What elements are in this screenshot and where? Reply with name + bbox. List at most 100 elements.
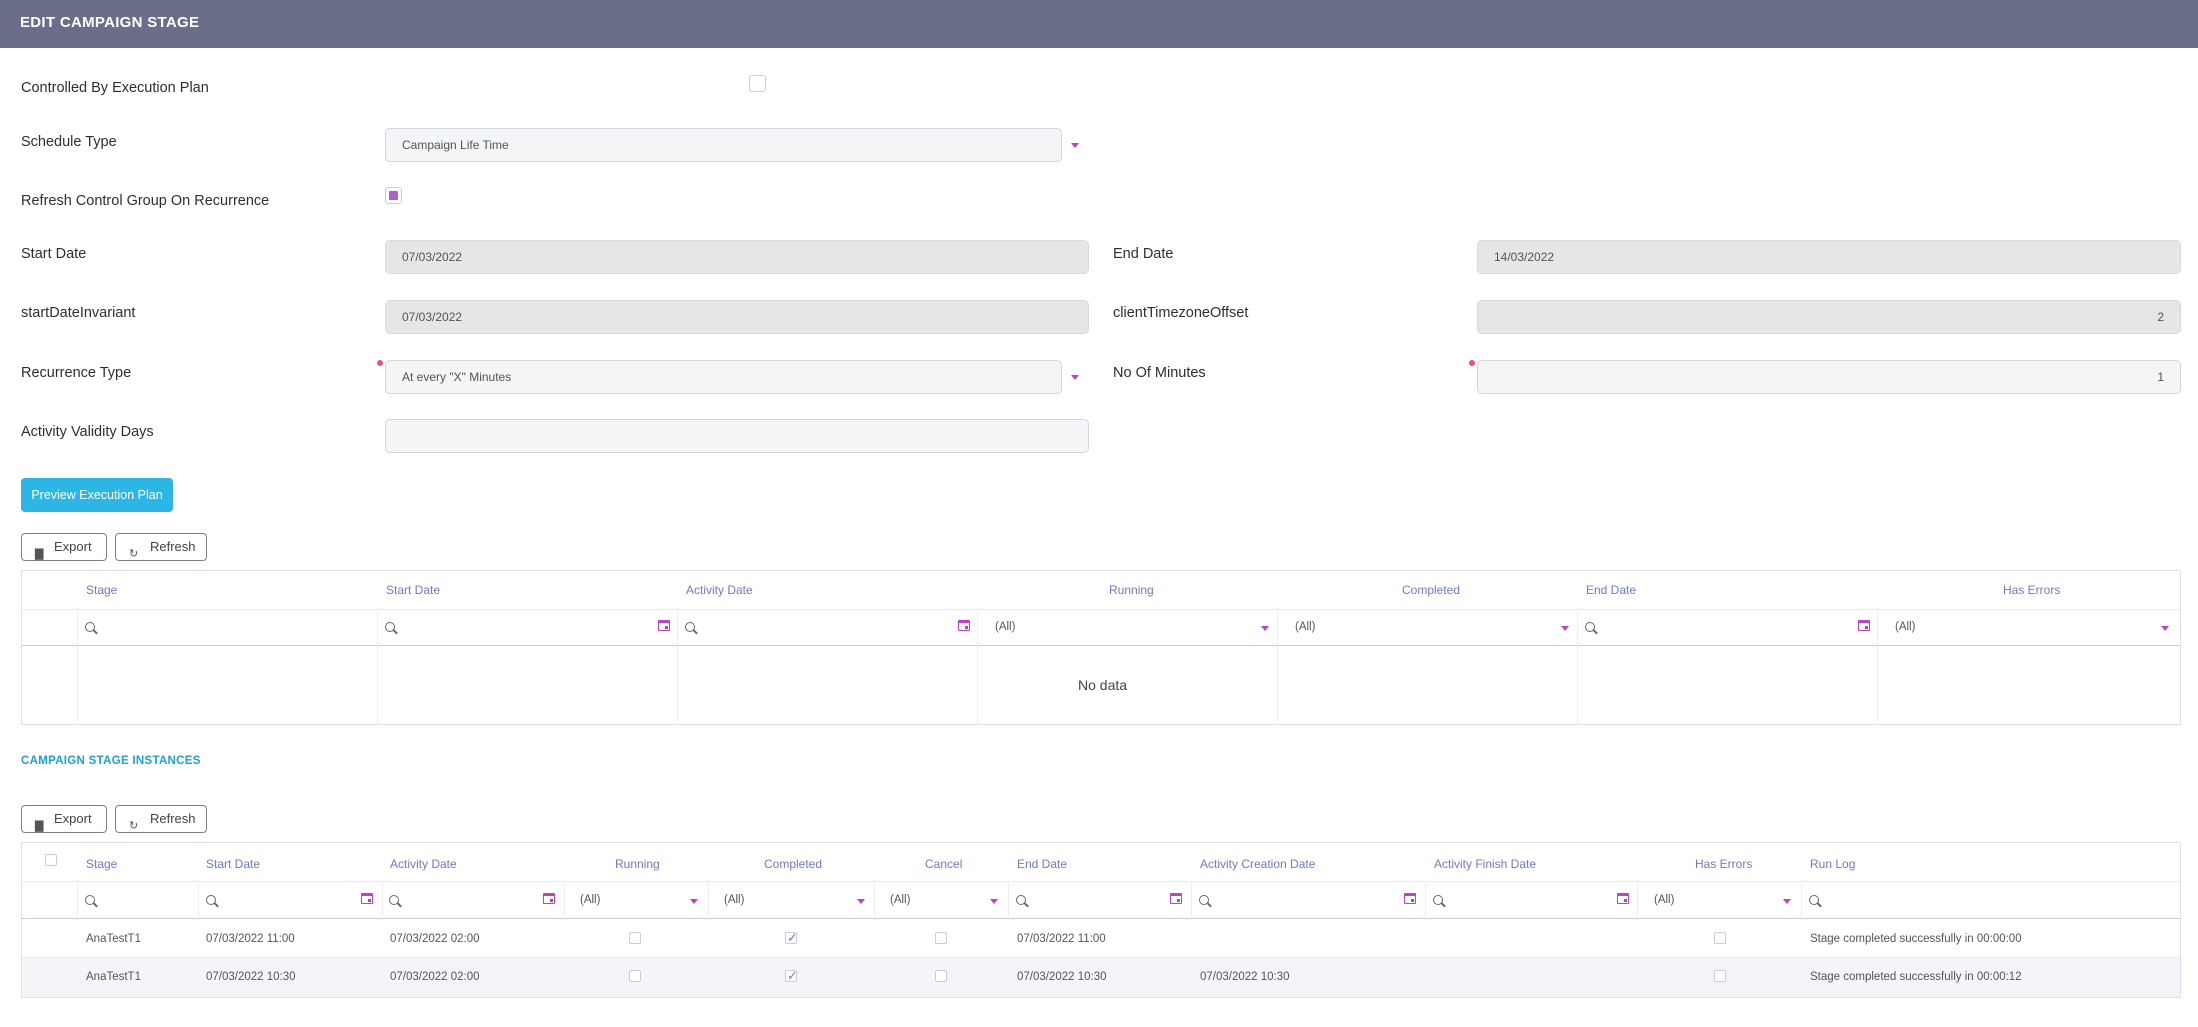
controlled-by-execution-plan-label: Controlled By Execution Plan: [21, 80, 209, 96]
cell-run-log: Stage completed successfully in 00:00:00: [1810, 933, 2022, 945]
cancel-filter[interactable]: (All): [890, 894, 911, 906]
client-timezone-offset-field: 2: [1477, 300, 2181, 334]
cell-activity-date: 07/03/2022 02:00: [390, 933, 480, 945]
run-log-filter-search-icon[interactable]: [1809, 895, 1821, 907]
export-button[interactable]: ▇ Export: [21, 533, 107, 561]
completed-filter-chevron-down-icon[interactable]: [1561, 626, 1569, 631]
end-date-field: 14/03/2022: [1477, 240, 2181, 274]
cell-stage: AnaTestT1: [86, 971, 141, 983]
end-date-filter-search-icon[interactable]: [1016, 895, 1028, 907]
cell-running-checkbox: [629, 932, 641, 944]
has-errors-filter[interactable]: (All): [1895, 621, 1916, 633]
recurrence-type-select[interactable]: At every "X" Minutes: [385, 360, 1062, 394]
running-filter-chevron-down-icon[interactable]: [1261, 626, 1269, 631]
campaign-stage-instances-title: CAMPAIGN STAGE INSTANCES: [21, 755, 201, 767]
cell-activity-date: 07/03/2022 02:00: [390, 971, 480, 983]
stage-filter-search-icon[interactable]: [85, 895, 97, 907]
no-data-message: No data: [1078, 677, 1128, 693]
page-title: EDIT CAMPAIGN STAGE: [20, 14, 200, 31]
table-row[interactable]: [22, 920, 2180, 958]
cell-end-date: 07/03/2022 11:00: [1017, 933, 1106, 945]
activity-date-filter-search-icon[interactable]: [389, 895, 401, 907]
schedule-type-label: Schedule Type: [21, 134, 117, 150]
running-filter[interactable]: (All): [995, 621, 1016, 633]
completed-filter-chevron-down-icon[interactable]: [857, 899, 865, 904]
activity-date-calendar-icon[interactable]: [958, 620, 970, 631]
activity-date-calendar-icon[interactable]: [543, 893, 555, 904]
cancel-filter-chevron-down-icon[interactable]: [990, 899, 998, 904]
schedule-type-chevron-down-icon[interactable]: [1071, 143, 1079, 148]
cell-cancel-checkbox: [935, 932, 947, 944]
no-of-minutes-field[interactable]: 1: [1477, 360, 2181, 394]
column-header-start-date[interactable]: Start Date: [386, 583, 441, 597]
column-header-running[interactable]: Running: [1109, 583, 1154, 597]
cell-stage: AnaTestT1: [86, 933, 141, 945]
column-header-activity-creation-date[interactable]: Activity Creation Date: [1200, 857, 1316, 871]
column-header-running[interactable]: Running: [615, 857, 660, 871]
activity-date-filter-search-icon[interactable]: [685, 622, 697, 634]
column-header-activity-date[interactable]: Activity Date: [686, 583, 753, 597]
column-header-start-date[interactable]: Start Date: [206, 857, 261, 871]
page-header: EDIT CAMPAIGN STAGE: [0, 0, 2198, 48]
cell-completed-checkbox: ✓: [785, 968, 798, 983]
column-header-end-date[interactable]: End Date: [1586, 583, 1637, 597]
preview-execution-plan-button[interactable]: Preview Execution Plan: [21, 478, 173, 512]
column-header-completed[interactable]: Completed: [764, 857, 823, 871]
start-date-filter-search-icon[interactable]: [206, 895, 218, 907]
table-row[interactable]: [22, 958, 2180, 997]
start-date-filter-search-icon[interactable]: [385, 622, 397, 634]
end-date-filter-search-icon[interactable]: [1585, 622, 1597, 634]
start-date-field: 07/03/2022: [385, 240, 1089, 274]
end-date-label: End Date: [1113, 246, 1174, 262]
has-errors-filter[interactable]: (All): [1654, 894, 1675, 906]
required-indicator: [1469, 360, 1475, 366]
cell-start-date: 07/03/2022 11:00: [206, 933, 295, 945]
schedule-type-select[interactable]: Campaign Life Time: [385, 128, 1062, 162]
cell-running-checkbox: [629, 970, 641, 982]
running-filter-chevron-down-icon[interactable]: [690, 899, 698, 904]
start-date-calendar-icon[interactable]: [361, 893, 373, 904]
export-button[interactable]: ▇ Export: [21, 805, 107, 833]
refresh-control-group-checkbox[interactable]: [385, 187, 402, 204]
column-header-completed[interactable]: Completed: [1402, 583, 1461, 597]
column-header-stage[interactable]: Stage: [86, 583, 118, 597]
activity-creation-date-filter-search-icon[interactable]: [1199, 895, 1211, 907]
column-header-activity-date[interactable]: Activity Date: [390, 857, 457, 871]
start-date-invariant-field: 07/03/2022: [385, 300, 1089, 334]
column-header-has-errors[interactable]: Has Errors: [1695, 857, 1753, 871]
column-header-has-errors[interactable]: Has Errors: [2003, 583, 2061, 597]
column-header-stage[interactable]: Stage: [86, 857, 118, 871]
filter-row: [22, 609, 2180, 646]
recurrence-type-label: Recurrence Type: [21, 365, 132, 381]
completed-filter[interactable]: (All): [1295, 621, 1316, 633]
column-header-cancel[interactable]: Cancel: [925, 857, 963, 871]
activity-validity-days-label: Activity Validity Days: [21, 424, 154, 440]
has-errors-filter-chevron-down-icon[interactable]: [1783, 899, 1791, 904]
refresh-button[interactable]: ↻ Refresh: [115, 805, 207, 833]
refresh-button[interactable]: ↻ Refresh: [115, 533, 207, 561]
activity-finish-date-filter-search-icon[interactable]: [1433, 895, 1445, 907]
execution-plan-grid: Stage Start Date Activity Date Running C…: [21, 570, 2181, 725]
required-indicator: [377, 360, 383, 366]
no-of-minutes-label: No Of Minutes: [1113, 365, 1206, 381]
cell-run-log: Stage completed successfully in 00:00:12: [1810, 971, 2022, 983]
select-all-checkbox[interactable]: [45, 854, 57, 866]
activity-creation-date-calendar-icon[interactable]: [1404, 893, 1416, 904]
client-timezone-offset-label: clientTimezoneOffset: [1113, 305, 1249, 321]
column-header-run-log[interactable]: Run Log: [1810, 857, 1856, 871]
controlled-by-execution-plan-checkbox[interactable]: [749, 75, 766, 92]
end-date-calendar-icon[interactable]: [1170, 893, 1182, 904]
completed-filter[interactable]: (All): [724, 894, 745, 906]
cell-end-date: 07/03/2022 10:30: [1017, 971, 1107, 983]
refresh-control-group-label: Refresh Control Group On Recurrence: [21, 193, 270, 209]
column-header-activity-finish-date[interactable]: Activity Finish Date: [1434, 857, 1537, 871]
activity-finish-date-calendar-icon[interactable]: [1617, 893, 1629, 904]
column-header-end-date[interactable]: End Date: [1017, 857, 1068, 871]
activity-validity-days-field[interactable]: [385, 419, 1089, 453]
has-errors-filter-chevron-down-icon[interactable]: [2161, 626, 2169, 631]
start-date-calendar-icon[interactable]: [658, 620, 670, 631]
recurrence-type-chevron-down-icon[interactable]: [1071, 375, 1079, 380]
end-date-calendar-icon[interactable]: [1858, 620, 1870, 631]
stage-filter-search-icon[interactable]: [85, 622, 97, 634]
running-filter[interactable]: (All): [580, 894, 601, 906]
